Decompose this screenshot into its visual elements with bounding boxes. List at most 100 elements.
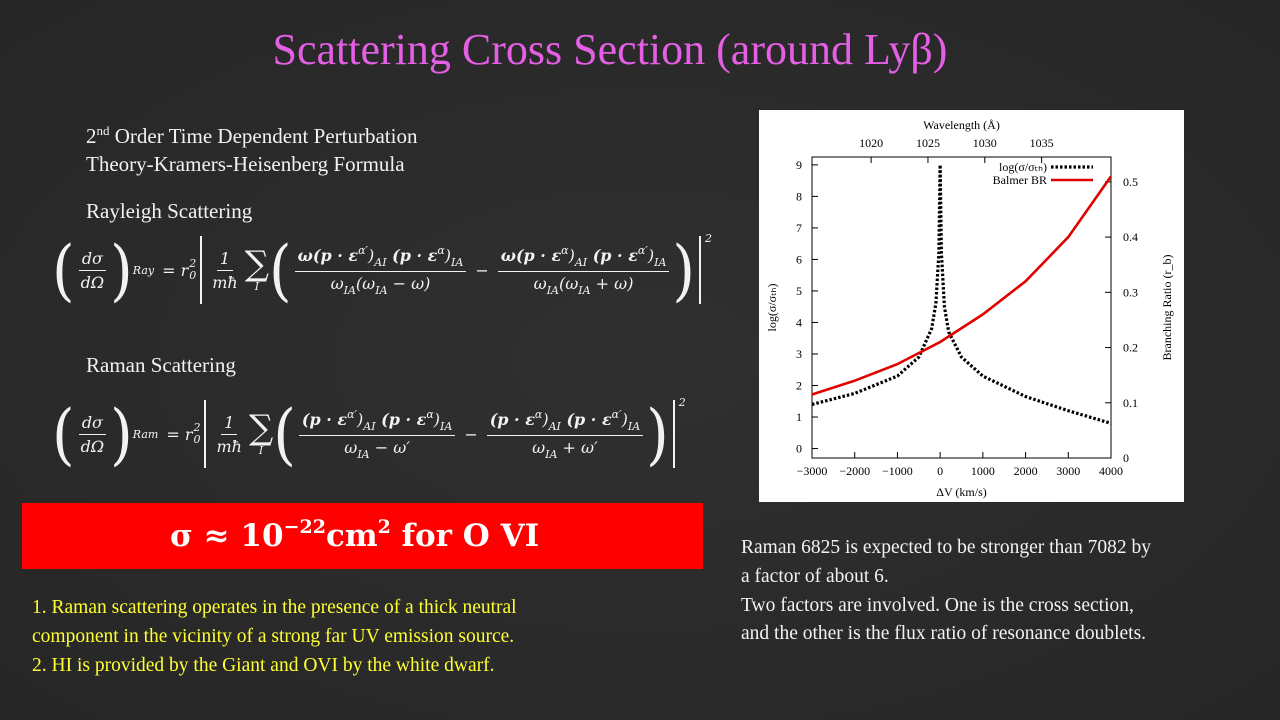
- math-part: ω: [344, 437, 358, 457]
- comment-line: and the other is the flux ratio of reson…: [741, 623, 1147, 644]
- intro-line: 2nd Order Time Dependent Perturbation: [86, 123, 417, 149]
- math-part: AI: [574, 255, 588, 269]
- math-part: mħ: [212, 272, 238, 292]
- comment-line: Two factors are involved. One is the cro…: [741, 595, 1134, 616]
- x2-tick-label: 1035: [1030, 136, 1054, 150]
- fraction: dσ dΩ: [78, 249, 108, 292]
- numerator: 1: [221, 412, 238, 435]
- math-part: IA: [375, 283, 388, 297]
- numerator: (p · εα)AI (p · εα′)IA: [486, 407, 644, 436]
- y2-axis-label: Branching Ratio (r_b): [1160, 255, 1174, 361]
- math-part: AI: [374, 255, 387, 269]
- abs-bar: [672, 400, 675, 468]
- fraction: 1 mħ: [209, 249, 240, 292]
- math-part: ω: [330, 273, 344, 293]
- highlight-box: [22, 503, 703, 569]
- denominator: ωIA − ω′: [341, 436, 413, 461]
- delimiter: (: [273, 394, 296, 474]
- x2-tick-label: 1030: [973, 136, 997, 150]
- denominator: ωIA + ω′: [529, 436, 601, 461]
- equation: (dσ dΩ) Ray = r 2 0 1 mħ ∑ I(ω(p · εα′)AI (p · εα…: [52, 230, 712, 310]
- math-part: (p · ε: [489, 409, 535, 429]
- sum-index: I: [258, 444, 264, 457]
- math-part: (ω: [355, 273, 376, 293]
- sum-sign: ∑: [248, 408, 274, 448]
- math-part: ): [444, 245, 452, 265]
- math-part: dσ: [81, 412, 103, 432]
- note-line: 1. Raman scattering operates in the pres…: [32, 597, 517, 618]
- math-part: IA: [578, 283, 591, 297]
- sum-stack: ∑ I: [245, 247, 269, 293]
- math-part: mħ: [216, 436, 242, 456]
- x-tick-label: −1000: [882, 464, 913, 478]
- x2-tick-label: 1025: [916, 136, 940, 150]
- delimiter: (: [52, 394, 75, 474]
- math-part: ): [647, 245, 655, 265]
- x-axis-label: ΔV (km/s): [936, 485, 987, 499]
- fraction: (p · εα)AI (p · εα′)IA ωIA + ω′: [486, 407, 644, 461]
- x-tick-label: 4000: [1099, 464, 1123, 478]
- math-part: AI: [548, 419, 561, 433]
- fraction: 1 mħ: [213, 413, 244, 456]
- intro-line: Theory-Kramers-Heisenberg Formula: [86, 152, 405, 176]
- math-part: α: [437, 243, 445, 257]
- highlight-text: σ ≈ 10−22cm2 for O VI: [170, 516, 539, 554]
- fraction: dσ dΩ: [78, 413, 108, 456]
- math-part: α: [561, 243, 569, 257]
- x-tick-label: −3000: [797, 464, 828, 478]
- x-tick-label: 2000: [1014, 464, 1038, 478]
- legend-label: log(σ/σₜₕ): [999, 160, 1047, 174]
- x2-axis-label: Wavelength (Å): [923, 118, 1000, 132]
- plot-frame: [811, 156, 1112, 459]
- denominator: mħ: [209, 271, 240, 292]
- denominator: ωIA(ωIA − ω): [328, 272, 434, 297]
- intro-number: 2: [86, 124, 97, 148]
- y2-tick-label: 0.1: [1123, 396, 1138, 410]
- y-axis-label: log(σ/σₜₕ): [765, 284, 779, 332]
- y-tick-label: 1: [796, 410, 802, 424]
- x2-tick-label: 1020: [859, 136, 883, 150]
- math-part: AI: [363, 419, 376, 433]
- abs-bar: [204, 400, 207, 468]
- fraction: ω(p · εα)AI (p · εα′)IA ωIA(ωIA + ω): [497, 243, 670, 297]
- math-part: (p · ε: [386, 245, 438, 265]
- math-part: IA: [440, 419, 453, 433]
- math-part: α: [426, 407, 434, 421]
- delimiter: (: [52, 230, 75, 310]
- denominator: mħ: [213, 435, 244, 456]
- intro-sup: nd: [96, 123, 110, 138]
- minus: −: [464, 424, 478, 444]
- denominator: dΩ: [78, 435, 108, 456]
- y2-tick-label: 0.2: [1123, 341, 1138, 355]
- math-part: α: [534, 407, 543, 421]
- math-part: (p · ε: [301, 409, 348, 429]
- formula: −22: [283, 516, 326, 538]
- math-part: α′: [611, 407, 622, 421]
- math-part: IA: [357, 447, 370, 461]
- sum-sign: ∑: [244, 244, 270, 284]
- series-line: [811, 175, 1113, 396]
- subscript: 0: [193, 433, 201, 446]
- math-part: dσ: [81, 248, 103, 268]
- formula: cm: [325, 518, 378, 554]
- math-part: ω: [533, 273, 547, 293]
- section-heading: Raman Scattering: [86, 353, 236, 377]
- y-tick-label: 2: [796, 379, 802, 393]
- math-part: ω(p · ε: [500, 245, 562, 265]
- legend-label: Balmer BR: [993, 173, 1047, 187]
- math-part: = r: [162, 260, 189, 280]
- math-part: = r: [166, 424, 193, 444]
- math-part: IA: [546, 283, 559, 297]
- math-part: α′: [637, 243, 648, 257]
- math-part: (p · ε: [587, 245, 638, 265]
- delimiter: ): [110, 394, 133, 474]
- y2-tick-label: 0.3: [1123, 285, 1138, 299]
- y-tick-label: 6: [796, 252, 802, 266]
- math-part: − ω′: [369, 437, 410, 457]
- math-part: 1: [224, 412, 235, 432]
- math-part: IA: [627, 419, 641, 433]
- y2-tick-label: 0.5: [1123, 175, 1138, 189]
- intro-text: Order Time Dependent Perturbation: [109, 124, 418, 148]
